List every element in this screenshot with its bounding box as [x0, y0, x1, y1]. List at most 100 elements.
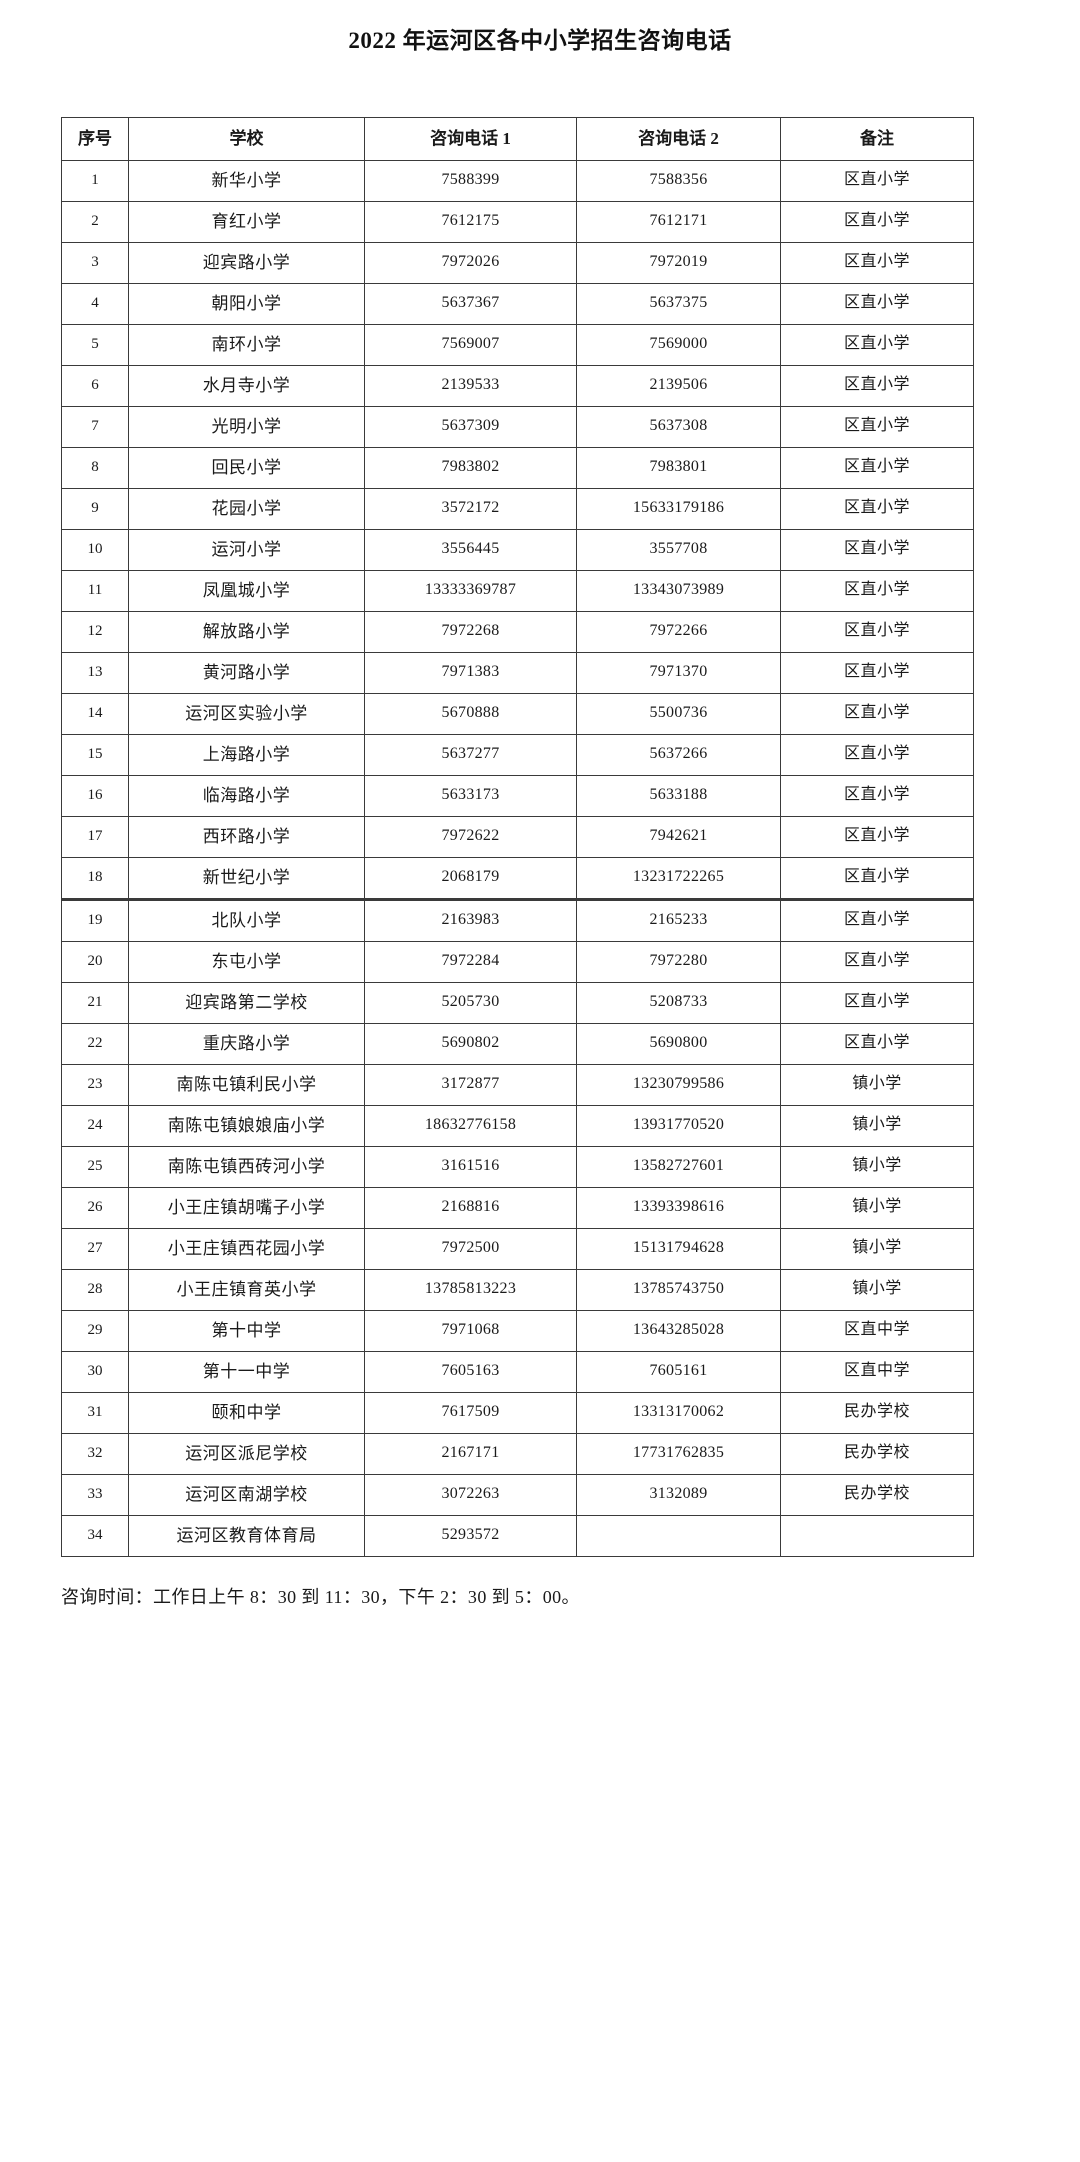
- cell-school: 南陈屯镇西砖河小学: [128, 1145, 365, 1188]
- cell-phone-1: 13333369787: [364, 569, 577, 612]
- cell-phone-1: 2139533: [364, 364, 577, 407]
- table-row: 17 西环路小学 7972622 7942621 区直小学: [61, 815, 974, 858]
- cell-index: 7: [61, 405, 129, 448]
- cell-index: 18: [61, 856, 129, 900]
- cell-note: 民办学校: [780, 1473, 974, 1516]
- cell-phone-2: 3557708: [576, 528, 781, 571]
- cell-phone-1: 7569007: [364, 323, 577, 366]
- cell-school: 运河区教育体育局: [128, 1514, 365, 1557]
- cell-phone-1: 3161516: [364, 1145, 577, 1188]
- cell-index: 34: [61, 1514, 129, 1557]
- cell-school: 东屯小学: [128, 940, 365, 983]
- table-row: 29 第十中学 7971068 13643285028 区直中学: [61, 1309, 974, 1352]
- column-header-index: 序号: [61, 116, 129, 161]
- cell-school: 北队小学: [128, 897, 365, 942]
- table-body: 1 新华小学 7588399 7588356 区直小学 2 育红小学 7612175 76121…: [61, 159, 974, 1557]
- table-row: 25 南陈屯镇西砖河小学 3161516 13582727601 镇小学: [61, 1145, 974, 1188]
- cell-phone-2: 17731762835: [576, 1432, 781, 1475]
- table-row: 10 运河小学 3556445 3557708 区直小学: [61, 528, 974, 571]
- cell-phone-2: 7972266: [576, 610, 781, 653]
- cell-note: 区直小学: [780, 282, 974, 325]
- table-row: 6 水月寺小学 2139533 2139506 区直小学: [61, 364, 974, 407]
- cell-school: 重庆路小学: [128, 1022, 365, 1065]
- cell-phone-1: 7971068: [364, 1309, 577, 1352]
- cell-index: 30: [61, 1350, 129, 1393]
- cell-phone-2: 5633188: [576, 774, 781, 817]
- cell-note: 区直小学: [780, 528, 974, 571]
- cell-school: 南陈屯镇娘娘庙小学: [128, 1104, 365, 1147]
- cell-school: 水月寺小学: [128, 364, 365, 407]
- cell-phone-2: 13785743750: [576, 1268, 781, 1311]
- cell-school: 小王庄镇胡嘴子小学: [128, 1186, 365, 1229]
- cell-index: 26: [61, 1186, 129, 1229]
- cell-school: 西环路小学: [128, 815, 365, 858]
- cell-index: 2: [61, 200, 129, 243]
- cell-note: 镇小学: [780, 1145, 974, 1188]
- cell-index: 29: [61, 1309, 129, 1352]
- cell-phone-1: 13785813223: [364, 1268, 577, 1311]
- cell-index: 12: [61, 610, 129, 653]
- cell-school: 凤凰城小学: [128, 569, 365, 612]
- cell-school: 运河区南湖学校: [128, 1473, 365, 1516]
- table-row: 28 小王庄镇育英小学 13785813223 13785743750 镇小学: [61, 1268, 974, 1311]
- cell-note: 区直小学: [780, 200, 974, 243]
- cell-phone-1: 7605163: [364, 1350, 577, 1393]
- cell-phone-1: 5637367: [364, 282, 577, 325]
- table-row: 8 回民小学 7983802 7983801 区直小学: [61, 446, 974, 489]
- cell-note: 民办学校: [780, 1432, 974, 1475]
- cell-phone-1: 2168816: [364, 1186, 577, 1229]
- cell-phone-2: 7983801: [576, 446, 781, 489]
- cell-phone-1: 7972284: [364, 940, 577, 983]
- cell-index: 32: [61, 1432, 129, 1475]
- cell-phone-1: 7971383: [364, 651, 577, 694]
- cell-phone-1: 7612175: [364, 200, 577, 243]
- table-row: 2 育红小学 7612175 7612171 区直小学: [61, 200, 974, 243]
- cell-phone-1: 3556445: [364, 528, 577, 571]
- cell-index: 31: [61, 1391, 129, 1434]
- cell-note: 区直小学: [780, 159, 974, 202]
- cell-phone-2: 13231722265: [576, 856, 781, 900]
- column-header-phone-2: 咨询电话 2: [576, 116, 781, 161]
- cell-school: 运河小学: [128, 528, 365, 571]
- cell-index: 9: [61, 487, 129, 530]
- cell-index: 5: [61, 323, 129, 366]
- cell-index: 28: [61, 1268, 129, 1311]
- table-row: 31 颐和中学 7617509 13313170062 民办学校: [61, 1391, 974, 1434]
- cell-phone-1: 7972268: [364, 610, 577, 653]
- cell-phone-2: 7971370: [576, 651, 781, 694]
- cell-phone-2: 5637308: [576, 405, 781, 448]
- cell-phone-1: 3172877: [364, 1063, 577, 1106]
- cell-phone-1: 3072263: [364, 1473, 577, 1516]
- cell-index: 19: [61, 897, 129, 942]
- table-row: 24 南陈屯镇娘娘庙小学 18632776158 13931770520 镇小学: [61, 1104, 974, 1147]
- cell-index: 3: [61, 241, 129, 284]
- cell-phone-2: 7605161: [576, 1350, 781, 1393]
- table-row: 23 南陈屯镇利民小学 3172877 13230799586 镇小学: [61, 1063, 974, 1106]
- cell-note: 区直小学: [780, 733, 974, 776]
- cell-note: 区直小学: [780, 405, 974, 448]
- cell-phone-2: 13582727601: [576, 1145, 781, 1188]
- cell-phone-2: 15131794628: [576, 1227, 781, 1270]
- page-title: 2022 年运河区各中小学招生咨询电话: [348, 28, 732, 53]
- cell-phone-2: 5637375: [576, 282, 781, 325]
- cell-phone-2: 7569000: [576, 323, 781, 366]
- cell-phone-2: 5637266: [576, 733, 781, 776]
- cell-note: 区直小学: [780, 774, 974, 817]
- cell-note: 镇小学: [780, 1186, 974, 1229]
- cell-note: 区直小学: [780, 1022, 974, 1065]
- cell-note: 区直小学: [780, 651, 974, 694]
- cell-school: 小王庄镇育英小学: [128, 1268, 365, 1311]
- cell-phone-2: 3132089: [576, 1473, 781, 1516]
- cell-school: 朝阳小学: [128, 282, 365, 325]
- cell-phone-2: 13643285028: [576, 1309, 781, 1352]
- table-row: 3 迎宾路小学 7972026 7972019 区直小学: [61, 241, 974, 284]
- cell-phone-1: 5637277: [364, 733, 577, 776]
- cell-school: 上海路小学: [128, 733, 365, 776]
- cell-note: 区直小学: [780, 610, 974, 653]
- cell-phone-1: 5205730: [364, 981, 577, 1024]
- table-header-row: 序号 学校 咨询电话 1 咨询电话 2 备注: [61, 116, 974, 161]
- cell-phone-2: 2139506: [576, 364, 781, 407]
- cell-phone-1: 5633173: [364, 774, 577, 817]
- cell-phone-2: 13313170062: [576, 1391, 781, 1434]
- cell-phone-2: 7972280: [576, 940, 781, 983]
